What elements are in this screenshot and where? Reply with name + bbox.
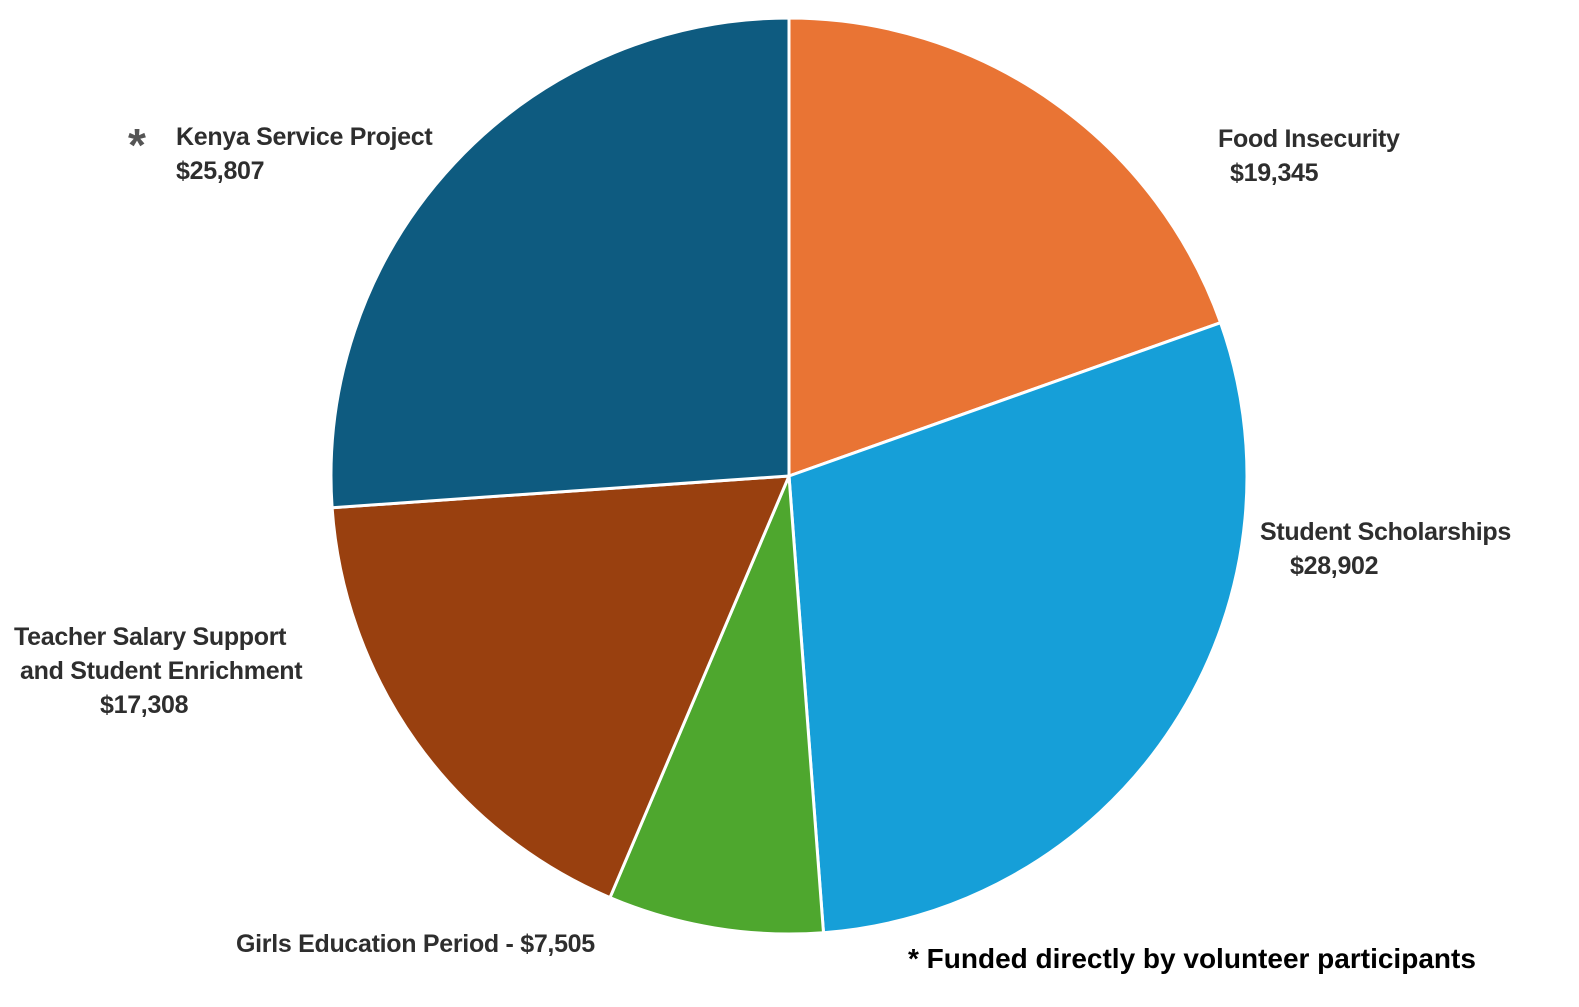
label-girls-education: Girls Education Period - $7,505 [236,927,595,961]
label-teacher-line1: Teacher Salary Support [14,623,287,651]
slice-student-scholarships [787,321,1249,935]
label-girls-name: Girls Education Period - $7,505 [236,930,595,958]
footnote: * Funded directly by volunteer participa… [908,943,1476,974]
label-food-name: Food Insecurity [1218,125,1400,153]
slice-food-insecurity [787,16,1223,478]
slice-kenya-service-project [329,16,791,510]
label-teacher-line2: and Student Enrichment [20,657,303,685]
label-student-scholarships: Student Scholarships $28,902 [1260,515,1511,583]
label-teacher-value: $17,308 [100,691,189,719]
slice-girls-education-period [608,474,825,936]
label-food-insecurity: Food Insecurity $19,345 [1218,122,1400,190]
label-kenya-name: Kenya Service Project [176,123,433,151]
label-teacher-salary: Teacher Salary Support and Student Enric… [14,620,303,722]
label-kenya-service-project: Kenya Service Project $25,807 [176,120,433,188]
label-scholarships-value: $28,902 [1290,552,1379,580]
label-kenya-value: $25,807 [176,157,265,185]
label-scholarships-name: Student Scholarships [1260,518,1511,546]
label-food-value: $19,345 [1230,159,1319,187]
kenya-asterisk-marker: * [128,119,146,171]
slice-teacher-salary-support [330,474,791,900]
